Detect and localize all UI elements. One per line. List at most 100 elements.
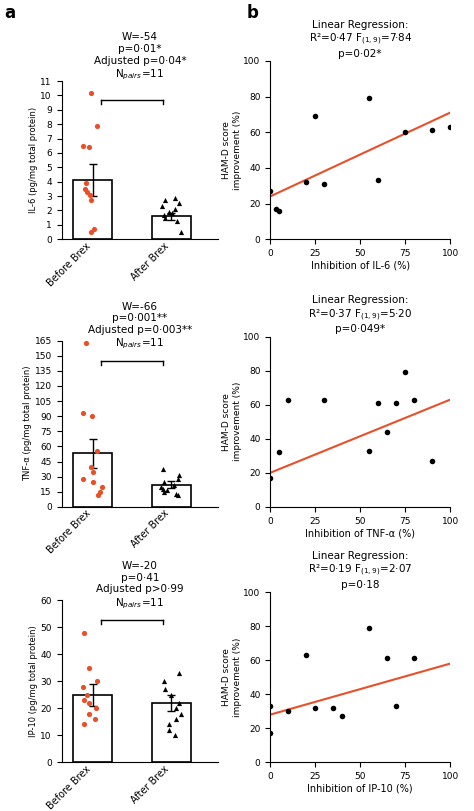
Point	[165, 718, 173, 731]
Point	[428, 454, 436, 467]
Point	[85, 661, 92, 674]
Point	[392, 700, 400, 713]
Point	[86, 188, 93, 201]
Y-axis label: HAM-D score
improvement (%): HAM-D score improvement (%)	[222, 382, 242, 461]
Point	[175, 667, 182, 680]
Point	[173, 702, 180, 714]
Point	[94, 445, 101, 458]
Point	[160, 483, 167, 496]
Point	[85, 707, 93, 720]
Point	[401, 126, 409, 139]
Point	[172, 729, 179, 742]
Point	[94, 488, 101, 501]
Point	[311, 109, 319, 122]
Point	[158, 200, 165, 212]
Title: Linear Regression:
R²=0·19 F$_{(1,9)}$=2·07
p=0·18: Linear Regression: R²=0·19 F$_{(1,9)}$=2…	[308, 551, 412, 590]
Point	[365, 92, 373, 105]
Point	[275, 446, 283, 459]
Point	[85, 141, 93, 154]
Point	[447, 120, 454, 133]
Point	[80, 693, 88, 706]
Point	[374, 397, 382, 410]
Point	[320, 178, 328, 191]
Point	[161, 211, 169, 224]
Point	[266, 185, 274, 198]
Text: W=-66
p=0·001**
Adjusted p=0·003**
N$_{pairs}$=11: W=-66 p=0·001** Adjusted p=0·003** N$_{p…	[88, 302, 192, 351]
Y-axis label: IP-10 (pg/mg total protein): IP-10 (pg/mg total protein)	[28, 625, 37, 737]
Text: W=-20
p=0·41
Adjusted p>0·99
N$_{pairs}$=11: W=-20 p=0·41 Adjusted p>0·99 N$_{pairs}$…	[96, 561, 183, 611]
Point	[79, 680, 87, 693]
Point	[165, 723, 173, 736]
Point	[175, 197, 182, 210]
Point	[175, 468, 183, 481]
Point	[383, 426, 391, 439]
Point	[275, 204, 283, 217]
Point	[165, 205, 173, 218]
Point	[383, 652, 391, 665]
Point	[311, 702, 319, 714]
Point	[173, 214, 181, 227]
Point	[164, 483, 171, 496]
Point	[329, 702, 337, 714]
Y-axis label: HAM-D score
improvement (%): HAM-D score improvement (%)	[222, 637, 242, 717]
Point	[159, 462, 167, 475]
Point	[96, 485, 104, 498]
Point	[338, 710, 346, 723]
Point	[92, 702, 100, 714]
Bar	[73, 453, 112, 507]
Bar	[152, 485, 191, 507]
Point	[177, 707, 184, 720]
Point	[365, 621, 373, 634]
Point	[87, 194, 95, 207]
Point	[272, 203, 279, 216]
Title: Linear Regression:
R²=0·37 F$_{(1,9)}$=5·20
p=0·049*: Linear Regression: R²=0·37 F$_{(1,9)}$=5…	[308, 295, 412, 334]
Point	[173, 713, 180, 726]
Point	[174, 472, 182, 485]
Point	[365, 444, 373, 457]
Point	[93, 119, 101, 132]
Y-axis label: HAM-D score
improvement (%): HAM-D score improvement (%)	[222, 110, 242, 190]
Point	[90, 223, 98, 236]
Point	[160, 485, 168, 498]
Title: Linear Regression:
R²=0·47 F$_{(1,9)}$=7·84
p=0·02*: Linear Regression: R²=0·47 F$_{(1,9)}$=7…	[309, 19, 412, 58]
Point	[161, 683, 168, 696]
Point	[171, 203, 178, 216]
Point	[266, 727, 274, 740]
Point	[82, 177, 90, 190]
Point	[161, 475, 168, 488]
Point	[82, 336, 90, 349]
Point	[266, 700, 274, 713]
Point	[83, 186, 91, 199]
Bar	[152, 217, 191, 239]
Point	[80, 626, 88, 639]
Bar	[152, 703, 191, 762]
Point	[85, 697, 93, 710]
Point	[88, 410, 96, 423]
Y-axis label: IL-6 (pg/mg total protein): IL-6 (pg/mg total protein)	[28, 107, 37, 213]
Point	[169, 207, 176, 220]
Y-axis label: TNF-α (pg/mg total protein): TNF-α (pg/mg total protein)	[23, 366, 32, 482]
Point	[88, 225, 95, 238]
Point	[302, 649, 310, 662]
Point	[93, 675, 101, 688]
Point	[157, 480, 165, 493]
Bar	[73, 180, 112, 239]
Point	[89, 466, 96, 478]
Point	[87, 86, 95, 99]
Point	[284, 705, 292, 718]
Point	[302, 176, 310, 189]
Point	[374, 174, 382, 187]
Point	[177, 225, 184, 238]
Point	[160, 675, 167, 688]
Point	[174, 488, 182, 501]
Point	[266, 471, 274, 484]
Point	[161, 194, 169, 207]
Text: b: b	[246, 4, 258, 22]
Point	[284, 393, 292, 406]
Point	[83, 689, 91, 702]
Point	[392, 397, 400, 410]
Point	[410, 393, 418, 406]
Point	[79, 139, 87, 152]
Bar	[73, 695, 112, 762]
Text: W=-54
p=0·01*
Adjusted p=0·04*
N$_{pairs}$=11: W=-54 p=0·01* Adjusted p=0·04* N$_{pairs…	[93, 32, 186, 82]
